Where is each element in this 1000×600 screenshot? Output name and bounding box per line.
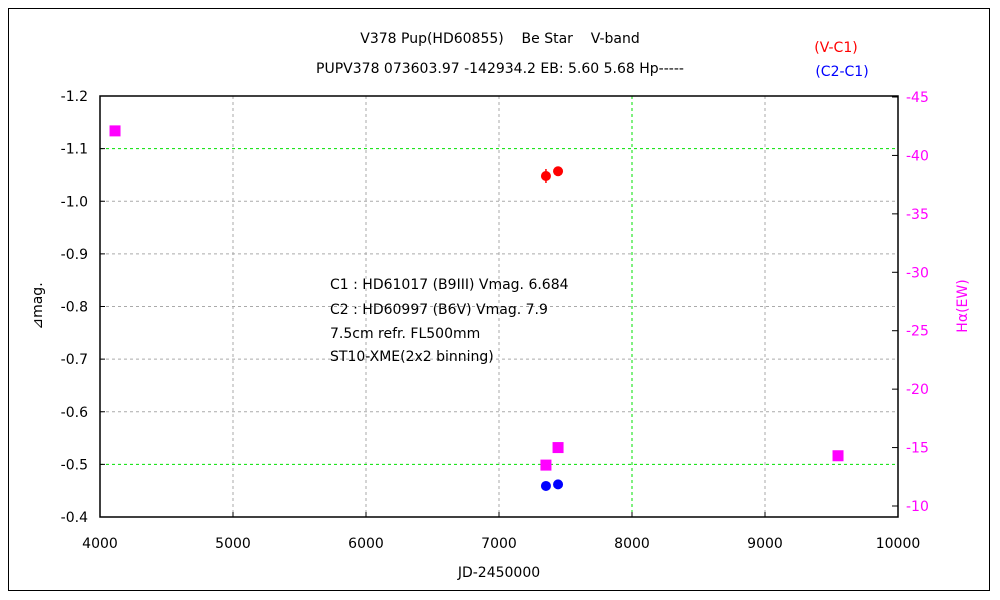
data-point-c2-c1 <box>540 480 551 491</box>
chart-subtitle: PUPV378 073603.97 -142934.2 EB: 5.60 5.6… <box>316 61 684 77</box>
data-point-c2-c1 <box>553 479 564 490</box>
y2-tick-label: -45 <box>906 90 929 106</box>
grid <box>100 96 898 517</box>
y2-tick-label: -10 <box>906 499 929 515</box>
annotation-line: ST10-XME(2x2 binning) <box>330 349 494 365</box>
x-tick-label: 7000 <box>481 536 517 552</box>
y2-tick-label: -35 <box>906 207 929 223</box>
y2-tick-label: -40 <box>906 148 929 164</box>
x-tick-label: 10000 <box>876 536 921 552</box>
y2-tick-label: -25 <box>906 324 929 340</box>
data-point-v-c1 <box>540 170 551 181</box>
y-tick-label: -0.4 <box>61 510 88 526</box>
legend-c2-c1: (C2-C1) <box>815 64 868 80</box>
data-point-halpha <box>552 442 564 454</box>
y-tick-label: -1.2 <box>61 89 88 105</box>
annotation-line: C1 : HD61017 (B9III) Vmag. 6.684 <box>330 277 569 293</box>
y-tick-label: -0.9 <box>61 247 88 263</box>
y2-tick-label: -30 <box>906 265 929 281</box>
y-tick-label: -0.8 <box>61 300 88 316</box>
y-tick-label: -0.6 <box>61 405 88 421</box>
legend-v-c1: (V-C1) <box>814 40 857 56</box>
x-tick-label: 4000 <box>82 536 118 552</box>
chart-frame <box>8 8 990 591</box>
data-point-v-c1 <box>553 166 564 177</box>
y-tick-label: -1.1 <box>61 142 88 158</box>
y-tick-label: -0.5 <box>61 457 88 473</box>
y-axis-label: ⊿mag. <box>30 282 46 329</box>
data-point-halpha <box>109 125 121 137</box>
x-tick-label: 8000 <box>614 536 650 552</box>
y-tick-label: -0.7 <box>61 352 88 368</box>
annotation: C1 : HD61017 (B9III) Vmag. 6.684 C2 : HD… <box>330 277 569 365</box>
data-point-halpha <box>540 459 552 471</box>
data-point-halpha <box>832 450 844 462</box>
x-tick-label: 6000 <box>348 536 384 552</box>
y-tick-label: -1.0 <box>61 194 88 210</box>
y2-tick-label: -20 <box>906 382 929 398</box>
x-tick-label: 5000 <box>215 536 251 552</box>
y2-tick-label: -15 <box>906 441 929 457</box>
annotation-line: 7.5cm refr. FL500mm <box>330 326 480 342</box>
annotation-line: C2 : HD60997 (B6V) Vmag. 7.9 <box>330 302 548 318</box>
x-axis-label: JD-2450000 <box>457 565 540 581</box>
x-tick-label: 9000 <box>747 536 783 552</box>
y2-axis-label: Hα(EW) <box>955 279 971 332</box>
chart-title: V378 Pup(HD60855) Be Star V-band <box>360 31 640 47</box>
